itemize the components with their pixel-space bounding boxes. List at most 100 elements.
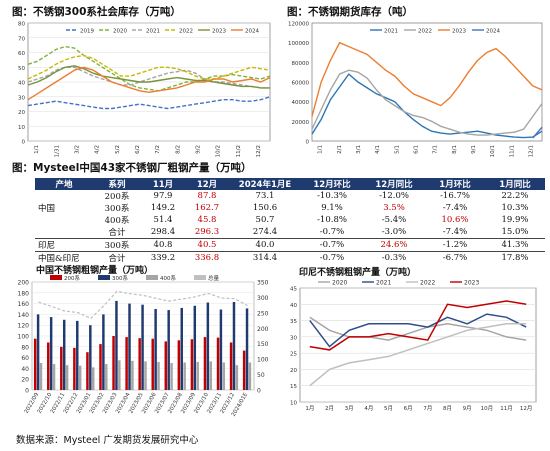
legend-label-2023: 2023 (212, 29, 226, 35)
bar-300系 (180, 307, 183, 390)
cell-value: 149.2 (150, 203, 176, 213)
bar-200系 (203, 337, 207, 390)
legend-label-2020: 2020 (332, 280, 347, 287)
series-line-total (38, 290, 248, 320)
y2-tick-label: 200 (257, 326, 269, 333)
table-header-cell: 1月同比 (485, 178, 545, 190)
x-tick-label: 3月 (345, 405, 354, 412)
bar-300系 (36, 314, 40, 390)
cell-value: 150.6 (252, 203, 278, 213)
x-tick-label: 6/2 (135, 145, 141, 154)
cell-value: 162.7 (194, 203, 220, 213)
y-tick-label: 200 (18, 280, 30, 287)
panel1-title: 图：不锈钢300系社会库存（万吨） (12, 6, 181, 18)
table-header-cell: 系列 (93, 178, 141, 190)
bar-200系 (151, 338, 154, 390)
x-tick-label: 6/1 (413, 145, 419, 154)
y-tick-label: 60000 (292, 81, 310, 87)
cell-value: -10.3% (317, 191, 347, 201)
x-tick-label: 2月 (325, 405, 334, 412)
cell-value: 336.8 (194, 253, 220, 263)
bar-200系 (125, 337, 128, 390)
bar-400系 (78, 365, 82, 390)
y-tick-label: 180 (18, 290, 30, 297)
y-tick-label: 20 (21, 377, 29, 384)
y-tick-label: 100000 (288, 41, 309, 47)
bar-200系 (242, 350, 246, 390)
bar-400系 (118, 360, 121, 390)
x-tick-label: 3/2 (74, 145, 80, 154)
bar-200系 (60, 346, 63, 390)
legend-label-300系: 300系 (112, 274, 128, 282)
cell-series: 300系 (104, 204, 130, 214)
table-header-cell: 12月 (185, 178, 229, 190)
x-tick-label: 5/1 (394, 145, 400, 154)
y2-tick-label: 300 (257, 295, 269, 302)
bar-400系 (222, 362, 226, 390)
y2-tick-label: 100 (257, 357, 269, 364)
legend-label-2023: 2023 (464, 280, 479, 287)
legend-label-2024: 2024 (486, 29, 500, 35)
cell-value: -5.4% (381, 215, 407, 225)
cell-value: 40.5 (185, 238, 229, 252)
cell-value: -7.4% (442, 203, 468, 213)
x-tick-label: 1/1 (318, 145, 324, 154)
legend-label-2024: 2024 (245, 29, 259, 35)
cell-series: 合计 (93, 226, 141, 239)
bar-400系 (91, 367, 95, 390)
cell-value: 10.6% (441, 215, 469, 225)
table-header-cell: 1月环比 (425, 178, 485, 190)
cell-area (35, 190, 93, 202)
futures-inventory-chart: 2021 2022 2023 2024 0 20000 40000 60000 80000 100… (288, 22, 543, 157)
y-tick-label: 40 (18, 81, 25, 87)
x-tick-label: 7月 (423, 405, 432, 412)
bar-300系 (141, 304, 144, 390)
legend-label-200系: 200系 (64, 274, 80, 282)
series-line-2024 (532, 126, 543, 139)
y-tick-label: 40000 (292, 100, 310, 106)
x-tick-label: 9月 (463, 405, 472, 412)
cell-value: 45.8 (197, 215, 217, 225)
cell-value: 9.1% (321, 203, 343, 213)
cell-value: 17.8% (501, 253, 529, 263)
production-table: 产地 系列 11月 12月 2024年1月E 12月环比 12月同比 1月环比 1月同比 200… (35, 178, 545, 264)
series-line-2020 (27, 45, 271, 92)
bar-200系 (190, 339, 194, 390)
bar-300系 (232, 301, 236, 390)
x-tick-label: 10月 (481, 405, 494, 412)
bar-400系 (183, 362, 186, 390)
cell-value: -1.2% (425, 238, 485, 252)
cell-value: -0.7% (301, 238, 363, 252)
legend-swatch-总量 (194, 275, 206, 280)
series-line-2019 (27, 96, 271, 110)
table-header-row: 产地 系列 11月 12月 2024年1月E 12月环比 12月同比 1月环比 1月同比 (35, 178, 545, 190)
cell-value: 339.2 (150, 253, 176, 263)
bar-200系 (138, 338, 141, 390)
bar-400系 (157, 361, 160, 390)
bar-300系 (206, 302, 210, 390)
x-tick-label: 8/2 (175, 145, 181, 154)
cell-area: 中国 (38, 204, 56, 214)
bar-400系 (39, 363, 43, 390)
legend-label-总量: 总量 (208, 274, 220, 282)
y-tick-label: 120 (18, 323, 30, 330)
table-title: 图：Mysteel中国43家不锈钢厂粗钢产量（万吨） (12, 162, 252, 174)
bar-200系 (86, 352, 89, 390)
legend-label-2022: 2022 (420, 280, 435, 287)
cell-value: -10.8% (317, 215, 347, 225)
table-row: 中国 300系 149.2 162.7 150.6 9.1% 3.5% -7.4% 10.3% (35, 202, 545, 214)
x-tick-label: 5/2 (115, 145, 121, 154)
y-tick-label: 25 (290, 352, 297, 358)
y2-tick-label: 150 (257, 341, 269, 348)
x-tick-label: 10/1 (490, 145, 496, 157)
bar-400系 (209, 361, 212, 390)
cell-area: 中国&印尼 (38, 254, 80, 264)
cell-value: 298.4 (141, 226, 185, 239)
bar-300系 (115, 300, 118, 390)
bar-300系 (89, 325, 92, 390)
x-tick-label: 11月 (500, 405, 513, 412)
cell-value: 10.3% (501, 203, 529, 213)
y-tick-label: 0 (25, 388, 29, 395)
bar-300系 (76, 320, 79, 390)
y-tick-label: 30 (290, 335, 297, 341)
